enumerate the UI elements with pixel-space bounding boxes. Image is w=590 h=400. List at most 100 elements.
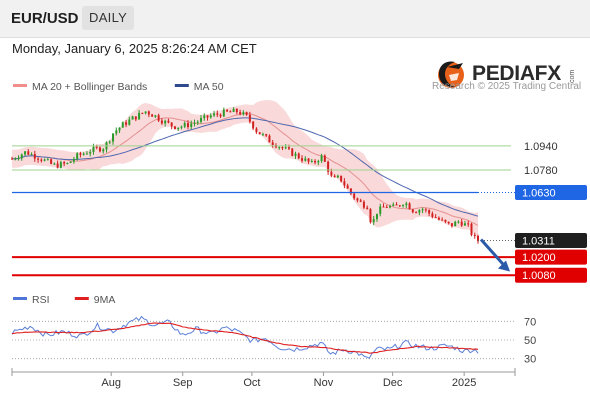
candle bbox=[385, 205, 388, 209]
candle-body bbox=[375, 213, 378, 220]
legend-swatch bbox=[74, 297, 89, 300]
candle bbox=[359, 198, 362, 203]
candle bbox=[27, 149, 30, 156]
candle-body bbox=[24, 151, 27, 155]
candle bbox=[405, 201, 408, 209]
candle bbox=[186, 120, 189, 130]
candle bbox=[314, 159, 317, 165]
x-tick-label: Nov bbox=[314, 377, 334, 389]
level-badge bbox=[515, 185, 587, 201]
candle-body bbox=[43, 159, 46, 161]
candle-body bbox=[359, 200, 362, 202]
candle bbox=[229, 110, 232, 113]
candle bbox=[284, 144, 287, 150]
candle bbox=[102, 148, 105, 154]
rsi-tick-label: 50 bbox=[524, 335, 536, 347]
candle bbox=[17, 155, 20, 161]
candle bbox=[56, 160, 59, 169]
candle bbox=[434, 214, 437, 219]
candle bbox=[196, 120, 199, 126]
candle bbox=[138, 110, 141, 120]
candle-body bbox=[183, 123, 186, 127]
candle bbox=[180, 125, 183, 130]
candle bbox=[320, 153, 323, 163]
candle-body bbox=[330, 171, 333, 176]
candle bbox=[307, 158, 310, 164]
candle-body bbox=[108, 141, 111, 143]
candle-body bbox=[177, 127, 180, 129]
candle-body bbox=[138, 112, 141, 120]
candle-body bbox=[258, 132, 261, 135]
candle bbox=[248, 111, 251, 124]
candle bbox=[209, 113, 212, 119]
candle-body bbox=[59, 162, 62, 168]
candle bbox=[437, 216, 440, 221]
candle-body bbox=[89, 151, 92, 154]
candle bbox=[144, 111, 147, 115]
candle-body bbox=[193, 122, 196, 124]
candle-body bbox=[382, 206, 385, 208]
candle-body bbox=[450, 223, 453, 227]
timeframe-button[interactable]: DAILY bbox=[82, 6, 135, 30]
candle bbox=[402, 204, 405, 208]
candle bbox=[226, 109, 229, 113]
candle bbox=[128, 116, 131, 126]
candle-body bbox=[160, 120, 163, 124]
level-pivot: 1.0780 bbox=[12, 165, 558, 177]
candle-body bbox=[392, 204, 395, 206]
candle bbox=[268, 134, 271, 143]
candle bbox=[258, 132, 261, 135]
candle bbox=[304, 156, 307, 162]
candle bbox=[362, 200, 365, 210]
candle bbox=[372, 215, 375, 226]
candle bbox=[170, 122, 173, 130]
candle bbox=[69, 161, 72, 164]
candle-body bbox=[389, 205, 392, 208]
candle bbox=[375, 213, 378, 222]
candle-body bbox=[134, 116, 137, 120]
candle-body bbox=[17, 158, 20, 160]
candle bbox=[418, 209, 421, 216]
pivot-label: 1.0780 bbox=[524, 165, 558, 177]
candle bbox=[297, 152, 300, 160]
candle-body bbox=[203, 115, 206, 119]
candle-body bbox=[20, 154, 23, 159]
candle-body bbox=[112, 133, 115, 142]
level-pivot: 1.0940 bbox=[12, 141, 558, 153]
candle-body bbox=[118, 127, 121, 131]
candle bbox=[327, 160, 330, 175]
candle bbox=[261, 132, 264, 137]
candle bbox=[408, 202, 411, 210]
candle bbox=[66, 162, 69, 165]
candle-body bbox=[402, 205, 405, 207]
candle-body bbox=[206, 115, 209, 118]
candle-body bbox=[297, 153, 300, 159]
candle-body bbox=[72, 159, 75, 162]
candle bbox=[183, 121, 186, 129]
candle-body bbox=[323, 155, 326, 162]
candle bbox=[216, 110, 219, 118]
x-tick-label: Dec bbox=[383, 377, 403, 389]
symbol-label: EUR/USD bbox=[11, 10, 79, 27]
candle-body bbox=[372, 219, 375, 223]
candle bbox=[11, 156, 13, 160]
candle-body bbox=[320, 155, 323, 162]
candle-body bbox=[144, 111, 147, 114]
candle-body bbox=[219, 114, 222, 117]
copyright-text: Research © 2025 Trading Central bbox=[432, 81, 582, 92]
candle-body bbox=[265, 134, 268, 136]
candle-body bbox=[473, 234, 476, 236]
candle-body bbox=[418, 210, 421, 213]
candle bbox=[200, 115, 203, 124]
candle bbox=[40, 158, 43, 163]
candle-body bbox=[362, 201, 365, 208]
candle bbox=[356, 197, 359, 203]
candle bbox=[46, 157, 49, 161]
legend-main-label: MA 50 bbox=[194, 81, 224, 93]
candle-body bbox=[405, 203, 408, 206]
rsi-tick-label: 30 bbox=[524, 354, 536, 366]
candle-body bbox=[340, 175, 343, 182]
candle bbox=[333, 174, 336, 178]
candle-body bbox=[301, 158, 304, 161]
